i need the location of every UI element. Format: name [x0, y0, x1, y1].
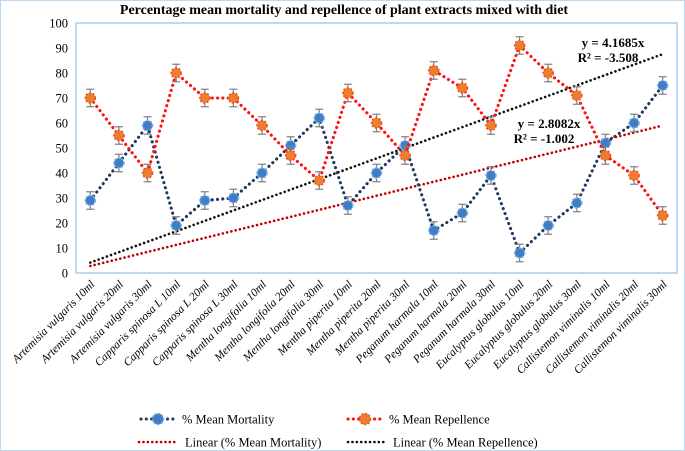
data-point-marker: [427, 64, 440, 77]
data-point-marker: [170, 67, 182, 79]
y-tick-label: 20: [56, 217, 69, 231]
data-point-marker: [513, 39, 526, 52]
data-point-marker: [456, 207, 469, 219]
data-point-marker: [370, 167, 383, 179]
data-point-marker: [456, 82, 469, 94]
y-tick-label: 70: [56, 92, 69, 106]
data-point-marker: [656, 79, 669, 92]
data-point-marker: [227, 192, 240, 204]
series-layer: [84, 36, 669, 263]
y-tick-label: 30: [56, 192, 69, 206]
data-point-marker: [542, 67, 555, 79]
plot-area-border: [75, 22, 678, 274]
data-point-marker: [628, 117, 640, 129]
data-point-marker: [84, 194, 97, 207]
legend-item-mortality: % Mean Mortality: [139, 412, 275, 427]
data-point-marker: [599, 149, 612, 162]
equation-label: y = 4.1685x: [582, 35, 645, 50]
legend-item-linear-repellence: Linear (% Mean Repellence): [346, 436, 538, 450]
data-point-marker: [628, 169, 640, 182]
data-point-marker: [571, 197, 583, 209]
y-axis: 0 10 20 30 40 50 60 70 80 90 100: [49, 17, 68, 281]
data-point-marker: [399, 149, 411, 162]
data-point-marker: [571, 89, 583, 102]
mortality-marker-icon: [151, 412, 165, 426]
data-point-marker: [256, 119, 268, 132]
data-point-marker: [141, 119, 154, 132]
data-point-marker: [284, 149, 297, 162]
trendlines-layer: [89, 52, 664, 268]
trendline: [89, 124, 664, 268]
y-tick-label: 50: [56, 142, 69, 156]
data-point-marker: [656, 209, 669, 222]
data-point-marker: [485, 169, 497, 182]
series-line: [88, 83, 665, 256]
data-point-marker: [342, 87, 354, 99]
data-point-marker: [113, 157, 125, 169]
repellence-marker-icon: [358, 412, 372, 426]
y-tick-label: 0: [62, 267, 68, 281]
legend-label: Linear (% Mean Repellence): [393, 436, 538, 450]
data-point-marker: [141, 167, 154, 179]
y-tick-label: 90: [56, 42, 69, 56]
data-point-marker: [198, 92, 211, 104]
r-squared-label: R² = -3.508: [578, 50, 639, 65]
data-point-marker: [513, 247, 526, 259]
chart-title: Percentage mean mortality and repellence…: [120, 3, 569, 18]
y-tick-label: 10: [56, 242, 69, 256]
trendline-annotation-mortality: y = 2.8082x R² = -1.002: [514, 116, 581, 146]
data-point-marker: [313, 112, 326, 124]
legend-item-linear-mortality: Linear (% Mean Mortality): [137, 436, 321, 450]
data-point-marker: [427, 224, 440, 237]
legend-label: Linear (% Mean Mortality): [185, 436, 321, 450]
y-tick-label: 60: [56, 117, 69, 131]
data-point-marker: [256, 167, 268, 179]
y-tick-label: 40: [56, 167, 69, 181]
data-point-marker: [170, 219, 182, 232]
equation-label: y = 2.8082x: [518, 116, 581, 131]
r-squared-label: R² = -1.002: [514, 131, 575, 146]
data-point-marker: [485, 119, 497, 132]
data-point-marker: [370, 117, 383, 129]
legend-item-repellence: % Mean Repellence: [346, 412, 490, 427]
trendline-annotation-repellence: y = 4.1685x R² = -3.508: [578, 35, 645, 65]
data-point-marker: [227, 92, 240, 104]
data-point-marker: [84, 92, 97, 104]
data-point-marker: [342, 199, 354, 212]
legend: % Mean Mortality % Mean Repellence Linea…: [137, 412, 538, 450]
y-tick-label: 100: [49, 17, 68, 31]
legend-label: % Mean Repellence: [389, 413, 490, 427]
trendline: [89, 52, 664, 264]
data-point-marker: [542, 219, 555, 232]
data-point-marker: [113, 129, 125, 142]
y-tick-label: 80: [56, 67, 69, 81]
series-line: [88, 42, 665, 218]
legend-label: % Mean Mortality: [182, 413, 275, 427]
data-point-marker: [313, 174, 326, 187]
data-point-marker: [198, 194, 211, 207]
